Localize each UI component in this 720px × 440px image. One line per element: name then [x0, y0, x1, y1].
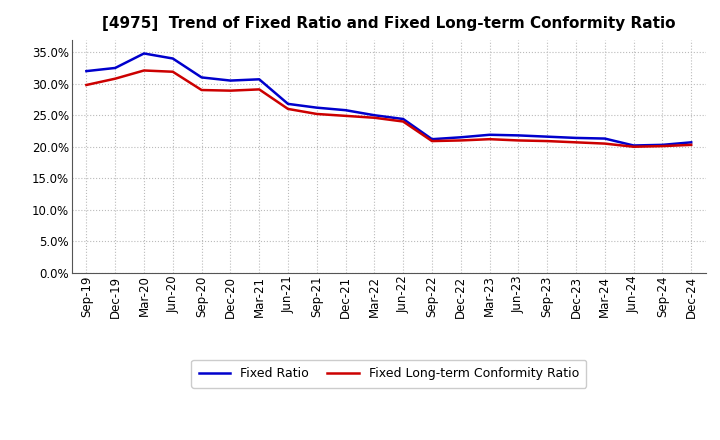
Fixed Ratio: [370, 113, 379, 118]
Fixed Long-term Conformity Ratio: [543, 139, 552, 144]
Fixed Long-term Conformity Ratio: [428, 139, 436, 144]
Fixed Long-term Conformity Ratio: [572, 139, 580, 145]
Fixed Ratio: [629, 143, 638, 148]
Fixed Ratio: [456, 135, 465, 140]
Fixed Long-term Conformity Ratio: [687, 142, 696, 147]
Fixed Ratio: [255, 77, 264, 82]
Fixed Ratio: [428, 136, 436, 142]
Fixed Ratio: [658, 142, 667, 147]
Fixed Ratio: [284, 101, 292, 106]
Fixed Ratio: [168, 56, 177, 61]
Fixed Long-term Conformity Ratio: [82, 82, 91, 88]
Fixed Long-term Conformity Ratio: [629, 144, 638, 150]
Fixed Long-term Conformity Ratio: [168, 69, 177, 74]
Fixed Ratio: [399, 116, 408, 121]
Line: Fixed Ratio: Fixed Ratio: [86, 54, 691, 146]
Fixed Long-term Conformity Ratio: [284, 106, 292, 112]
Fixed Long-term Conformity Ratio: [111, 76, 120, 81]
Legend: Fixed Ratio, Fixed Long-term Conformity Ratio: Fixed Ratio, Fixed Long-term Conformity …: [192, 360, 586, 388]
Fixed Ratio: [140, 51, 148, 56]
Fixed Ratio: [341, 107, 350, 113]
Fixed Long-term Conformity Ratio: [456, 138, 465, 143]
Fixed Long-term Conformity Ratio: [341, 113, 350, 118]
Fixed Ratio: [226, 78, 235, 83]
Fixed Ratio: [312, 105, 321, 110]
Fixed Ratio: [485, 132, 494, 137]
Fixed Long-term Conformity Ratio: [312, 111, 321, 117]
Fixed Ratio: [600, 136, 609, 141]
Fixed Long-term Conformity Ratio: [399, 119, 408, 124]
Fixed Long-term Conformity Ratio: [140, 68, 148, 73]
Fixed Long-term Conformity Ratio: [485, 136, 494, 142]
Fixed Ratio: [111, 65, 120, 70]
Fixed Long-term Conformity Ratio: [197, 88, 206, 93]
Fixed Ratio: [543, 134, 552, 139]
Fixed Long-term Conformity Ratio: [255, 87, 264, 92]
Fixed Ratio: [687, 139, 696, 145]
Fixed Long-term Conformity Ratio: [370, 115, 379, 121]
Fixed Ratio: [514, 133, 523, 138]
Line: Fixed Long-term Conformity Ratio: Fixed Long-term Conformity Ratio: [86, 70, 691, 147]
Title: [4975]  Trend of Fixed Ratio and Fixed Long-term Conformity Ratio: [4975] Trend of Fixed Ratio and Fixed Lo…: [102, 16, 675, 32]
Fixed Long-term Conformity Ratio: [514, 138, 523, 143]
Fixed Ratio: [572, 135, 580, 140]
Fixed Ratio: [82, 69, 91, 74]
Fixed Long-term Conformity Ratio: [658, 143, 667, 149]
Fixed Ratio: [197, 75, 206, 80]
Fixed Long-term Conformity Ratio: [226, 88, 235, 93]
Fixed Long-term Conformity Ratio: [600, 141, 609, 146]
